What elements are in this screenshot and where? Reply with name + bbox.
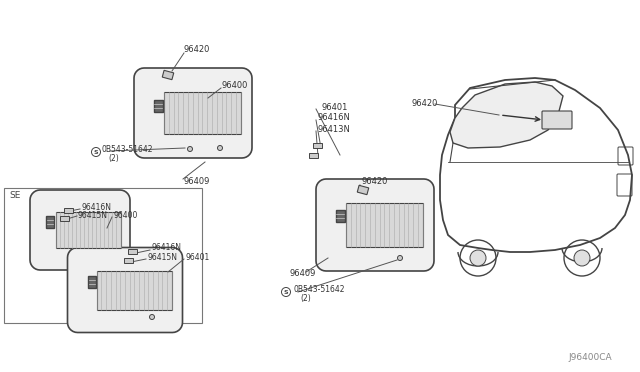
Text: 96401: 96401 [322,103,348,112]
Text: 96420: 96420 [184,45,211,55]
Text: 96416N: 96416N [152,244,182,253]
Text: 96420: 96420 [412,99,438,108]
Polygon shape [56,212,120,248]
Text: 96415N: 96415N [78,211,108,219]
Polygon shape [309,153,318,158]
Text: 0B543-51642: 0B543-51642 [293,285,344,295]
Polygon shape [357,185,369,195]
Text: SE: SE [9,192,20,201]
Polygon shape [163,70,173,80]
Polygon shape [67,247,182,333]
FancyBboxPatch shape [542,111,572,129]
Text: 96409: 96409 [290,269,316,278]
Bar [4,188,202,323]
Text: 96409: 96409 [183,177,209,186]
Polygon shape [128,249,137,254]
Text: 96400: 96400 [222,81,248,90]
Polygon shape [30,190,130,270]
Text: (2): (2) [300,294,311,302]
Text: 96416N: 96416N [318,113,351,122]
Text: (2): (2) [108,154,119,163]
Text: 96400: 96400 [114,211,138,219]
Text: S: S [93,150,99,154]
Circle shape [188,147,193,151]
Circle shape [470,250,486,266]
Text: 0B543-51642: 0B543-51642 [102,145,154,154]
Circle shape [574,250,590,266]
Text: 96416N: 96416N [82,202,112,212]
Polygon shape [124,258,133,263]
Polygon shape [154,100,163,112]
Circle shape [397,256,403,260]
Text: J96400CA: J96400CA [568,353,612,362]
Polygon shape [335,210,344,222]
Polygon shape [134,68,252,158]
Polygon shape [316,179,434,271]
Text: 96415N: 96415N [148,253,178,262]
Polygon shape [346,203,423,247]
Polygon shape [313,143,322,148]
Circle shape [92,148,100,157]
Polygon shape [450,82,563,148]
Text: S: S [284,289,288,295]
Polygon shape [97,270,172,310]
Circle shape [150,314,154,320]
Text: 96413N: 96413N [318,125,351,134]
Polygon shape [46,217,54,228]
Polygon shape [88,276,96,288]
Text: 96420: 96420 [362,177,388,186]
Polygon shape [60,216,69,221]
Circle shape [282,288,291,296]
Polygon shape [64,208,73,213]
Circle shape [218,145,223,151]
Polygon shape [164,92,241,134]
Text: 96401: 96401 [186,253,211,262]
